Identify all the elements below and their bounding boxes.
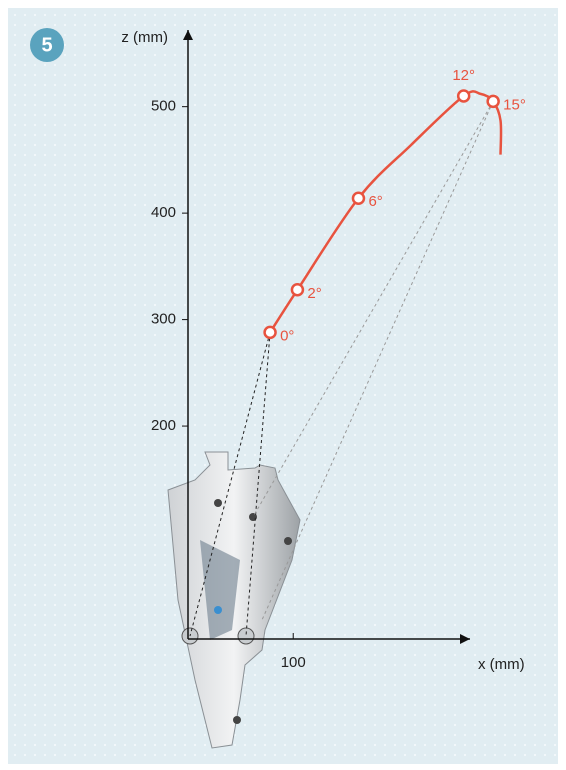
trajectory-point [488,96,499,107]
y-tick-label: 200 [151,417,176,434]
x-tick-label: 100 [281,654,306,671]
trajectory-point [353,193,364,204]
trajectory-point [292,284,303,295]
point-label: 15° [503,96,526,113]
badge-text: 5 [41,34,52,56]
y-axis-label: z (mm) [121,29,168,46]
dot-grid [8,8,558,764]
point-label: 2° [307,285,321,302]
point-label: 6° [368,193,382,210]
trajectory-point [458,91,469,102]
y-tick-label: 400 [151,204,176,221]
x-axis-label: x (mm) [478,656,525,673]
y-tick-label: 500 [151,98,176,115]
y-tick-label: 300 [151,311,176,328]
figure: 5 x (mm) z (mm) 200 300 400 500 100 0° 2° 6° 12° 15… [0,0,566,770]
trajectory-point [265,327,276,338]
point-label: 0° [280,327,294,344]
point-label: 12° [452,67,475,84]
